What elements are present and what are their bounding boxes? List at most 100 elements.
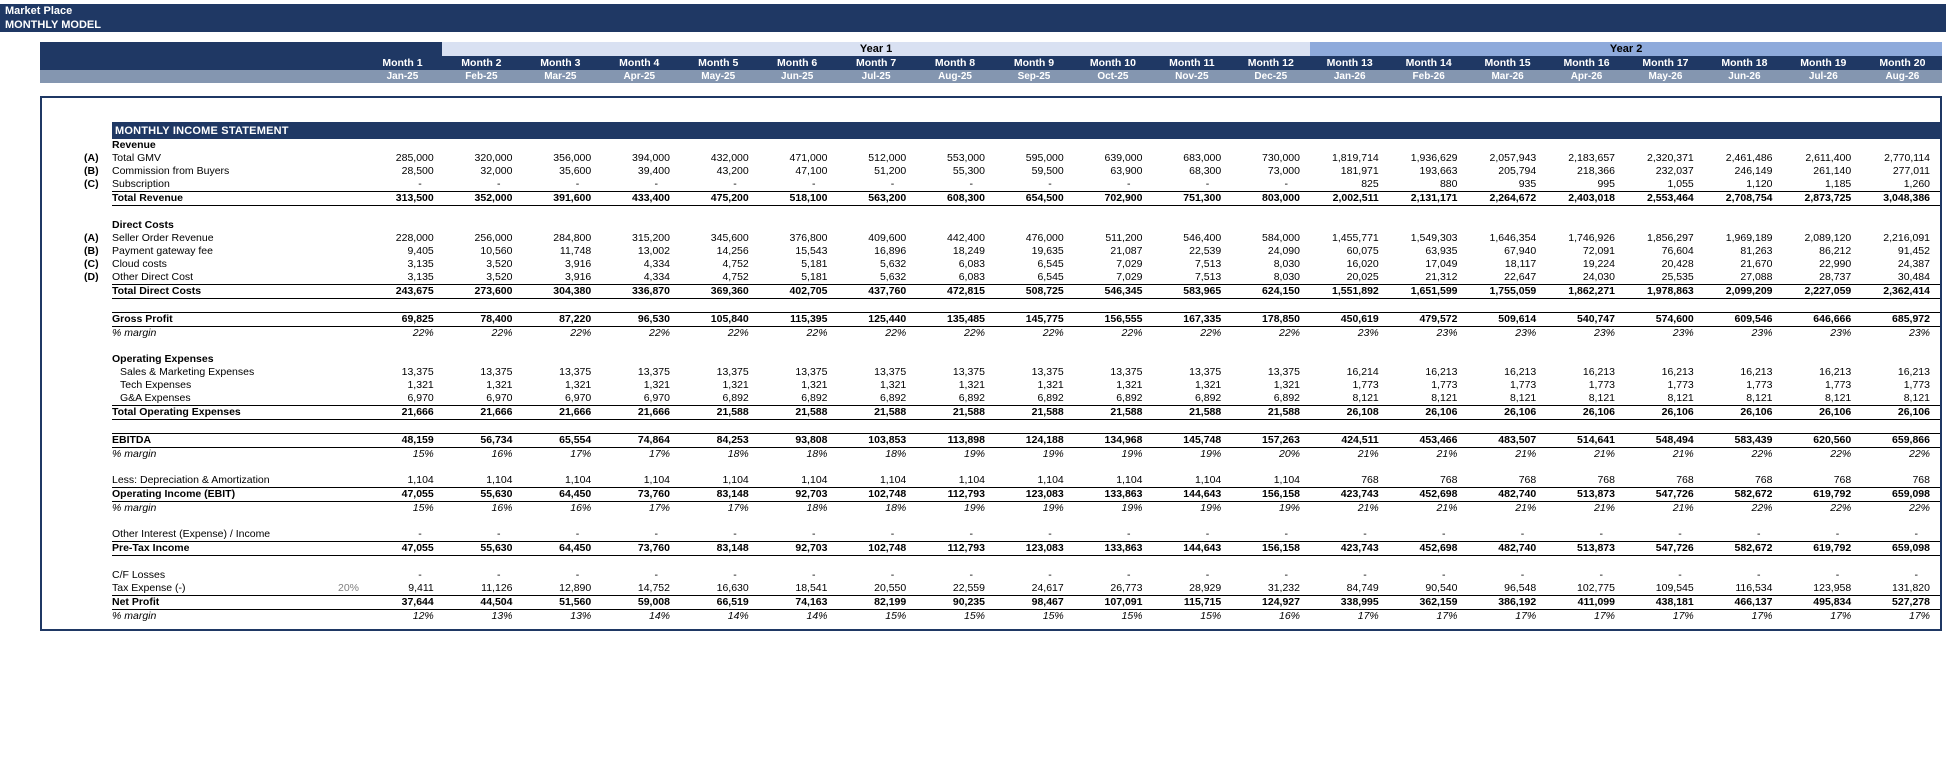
value-cell[interactable]: 1,321 (722, 379, 749, 391)
value-cell[interactable]: 6,892 (995, 392, 1074, 406)
value-cell[interactable]: 1,321 (564, 379, 592, 391)
value-cell[interactable]: 284,800 (553, 232, 592, 244)
value-cell[interactable]: 356,000 (553, 152, 592, 164)
value-cell[interactable]: 394,000 (632, 152, 670, 164)
row-label[interactable]: Seller Order Revenue (112, 232, 214, 244)
value-cell[interactable]: 16,214 (1346, 366, 1379, 378)
value-cell[interactable]: 20,550 (837, 582, 917, 596)
date-header-cell[interactable]: Oct-25 (1073, 70, 1153, 83)
value-cell[interactable]: 84,749 (1310, 582, 1389, 596)
value-cell[interactable]: 92,703 (758, 487, 838, 502)
value-cell[interactable]: 82,199 (837, 595, 917, 610)
value-cell[interactable]: 35,600 (559, 165, 592, 177)
row-label[interactable]: Commission from Buyers (112, 165, 230, 177)
value-cell[interactable]: 546,345 (1073, 284, 1153, 299)
value-cell[interactable]: 7,513 (1152, 271, 1232, 285)
value-cell[interactable]: - (601, 178, 680, 192)
value-cell[interactable]: 563,200 (837, 191, 917, 206)
value-cell[interactable]: 402,705 (758, 284, 838, 299)
value-cell[interactable]: - (1520, 569, 1525, 581)
value-cell[interactable]: 18,249 (952, 245, 985, 257)
value-cell[interactable]: - (443, 178, 523, 192)
value-cell[interactable]: 369,360 (680, 284, 759, 299)
value-cell[interactable]: 27,088 (1703, 271, 1783, 285)
value-cell[interactable]: - (1625, 528, 1704, 542)
value-cell[interactable]: 5,632 (837, 271, 917, 285)
value-cell[interactable]: - (522, 528, 602, 542)
value-cell[interactable]: 2,461,486 (1725, 152, 1773, 164)
value-cell[interactable]: 21,666 (601, 405, 680, 420)
value-cell[interactable]: 1,773 (1588, 379, 1615, 391)
row-prefix[interactable]: (D) (84, 271, 99, 284)
value-cell[interactable]: 482,740 (1467, 541, 1547, 556)
value-cell[interactable]: - (418, 569, 422, 581)
value-cell[interactable]: 452,698 (1388, 541, 1468, 556)
value-cell[interactable]: - (443, 528, 523, 542)
value-cell[interactable]: - (1835, 569, 1840, 581)
value-cell[interactable]: 26,106 (1625, 405, 1704, 420)
value-cell[interactable]: 13,002 (637, 245, 670, 257)
value-cell[interactable]: 433,400 (601, 191, 680, 206)
value-cell[interactable]: 55,300 (952, 165, 985, 177)
value-cell[interactable]: 547,726 (1625, 487, 1704, 502)
value-cell[interactable]: 43,200 (716, 165, 749, 177)
value-cell[interactable]: - (1152, 178, 1232, 192)
value-cell[interactable]: 23% (1672, 327, 1694, 339)
value-cell[interactable]: 2,611,400 (1805, 152, 1852, 164)
value-cell[interactable]: 13,375 (559, 366, 592, 378)
value-cell[interactable]: 320,000 (474, 152, 513, 164)
month-header-cell[interactable]: Month 18 (1704, 56, 1784, 70)
value-cell[interactable]: 107,091 (1073, 595, 1153, 610)
value-cell[interactable]: 5,632 (879, 258, 907, 270)
value-cell[interactable]: 511,200 (1105, 232, 1143, 244)
value-cell[interactable]: 21% (1357, 502, 1379, 514)
value-cell[interactable]: 8,030 (1273, 258, 1300, 270)
value-cell[interactable]: 19% (1200, 502, 1222, 514)
value-cell[interactable]: 22% (1908, 448, 1930, 460)
value-cell[interactable]: 133,863 (1073, 487, 1153, 502)
value-cell[interactable]: 73,000 (1267, 165, 1300, 177)
value-cell[interactable]: 23% (1436, 327, 1458, 339)
value-cell[interactable]: 17% (648, 448, 670, 460)
value-cell[interactable]: 7,029 (1073, 271, 1153, 285)
value-cell[interactable]: 81,263 (1740, 245, 1773, 257)
date-header-cell[interactable]: Apr-26 (1547, 70, 1626, 83)
value-cell[interactable]: - (1467, 528, 1547, 542)
value-cell[interactable]: 17% (1436, 610, 1458, 622)
value-cell[interactable]: 6,892 (758, 392, 838, 406)
date-header-cell[interactable]: May-25 (678, 70, 758, 83)
value-cell[interactable]: 18,541 (758, 582, 838, 596)
value-cell[interactable]: 620,560 (1782, 433, 1862, 448)
value-cell[interactable]: 423,743 (1310, 541, 1389, 556)
value-cell[interactable]: 84,253 (680, 433, 759, 448)
value-cell[interactable]: 386,192 (1467, 595, 1547, 610)
row-label[interactable]: Total Operating Expenses (112, 405, 317, 420)
value-cell[interactable]: 595,000 (1025, 152, 1064, 164)
value-cell[interactable]: 574,600 (1625, 312, 1704, 327)
value-cell[interactable]: 13,375 (952, 366, 985, 378)
value-cell[interactable]: 112,793 (916, 487, 995, 502)
value-cell[interactable]: 21% (1515, 448, 1537, 460)
value-cell[interactable]: 6,892 (837, 392, 917, 406)
value-cell[interactable]: 28,500 (401, 165, 434, 177)
value-cell[interactable]: 512,000 (868, 152, 907, 164)
value-cell[interactable]: 583,965 (1152, 284, 1232, 299)
value-cell[interactable]: 19% (963, 448, 985, 460)
value-cell[interactable]: - (1861, 528, 1940, 542)
value-cell[interactable]: - (1442, 569, 1446, 581)
date-header-cell[interactable]: Aug-25 (915, 70, 995, 83)
value-cell[interactable]: 1,646,354 (1489, 232, 1537, 244)
value-cell[interactable]: 21,588 (1073, 405, 1153, 420)
row-label[interactable]: Subscription (112, 178, 317, 192)
value-cell[interactable]: 13,375 (795, 366, 828, 378)
value-cell[interactable]: 2,320,371 (1647, 152, 1694, 164)
value-cell[interactable]: 16,020 (1346, 258, 1379, 270)
value-cell[interactable]: 751,300 (1152, 191, 1232, 206)
value-cell[interactable]: 1,773 (1667, 379, 1694, 391)
month-header-cell[interactable]: Month 9 (994, 56, 1074, 70)
value-cell[interactable]: 2,057,943 (1489, 152, 1537, 164)
value-cell[interactable]: 452,698 (1388, 487, 1468, 502)
value-cell[interactable]: 31,232 (1231, 582, 1310, 596)
value-cell[interactable]: 11,126 (443, 582, 523, 596)
value-cell[interactable]: - (365, 178, 444, 192)
